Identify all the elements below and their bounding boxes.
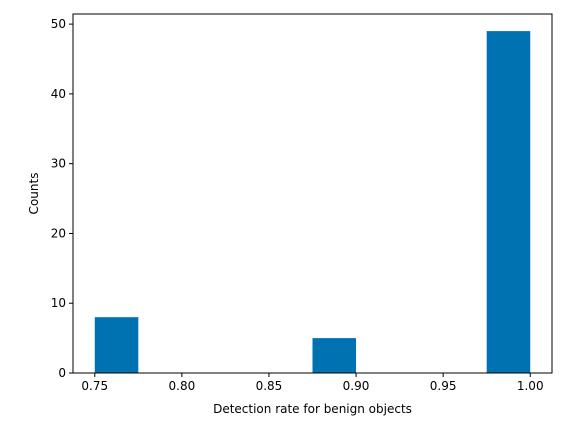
y-tick-label: 0 <box>58 366 66 380</box>
histogram-bar <box>312 338 357 373</box>
y-axis-label: Counts <box>27 173 41 215</box>
x-tick-label: 1.00 <box>517 379 544 393</box>
x-tick-label: 0.85 <box>256 379 283 393</box>
x-tick-label: 0.90 <box>343 379 370 393</box>
bars-group <box>94 31 531 373</box>
histogram-bar <box>486 31 531 373</box>
y-tick-label: 50 <box>51 17 66 31</box>
x-tick-label: 0.80 <box>169 379 196 393</box>
y-tick-label: 40 <box>51 87 66 101</box>
y-tick-label: 20 <box>51 226 66 240</box>
y-tick-label: 30 <box>51 157 66 171</box>
x-axis-label: Detection rate for benign objects <box>213 402 412 416</box>
y-tick-label: 10 <box>51 296 66 310</box>
x-tick-label: 0.95 <box>430 379 457 393</box>
y-axis: 0 10 20 30 40 50 <box>51 17 73 380</box>
x-axis: 0.75 0.80 0.85 0.90 0.95 1.00 <box>81 373 544 393</box>
plot-frame <box>72 13 553 374</box>
histogram-bar <box>94 317 139 373</box>
x-tick-label: 0.75 <box>81 379 108 393</box>
